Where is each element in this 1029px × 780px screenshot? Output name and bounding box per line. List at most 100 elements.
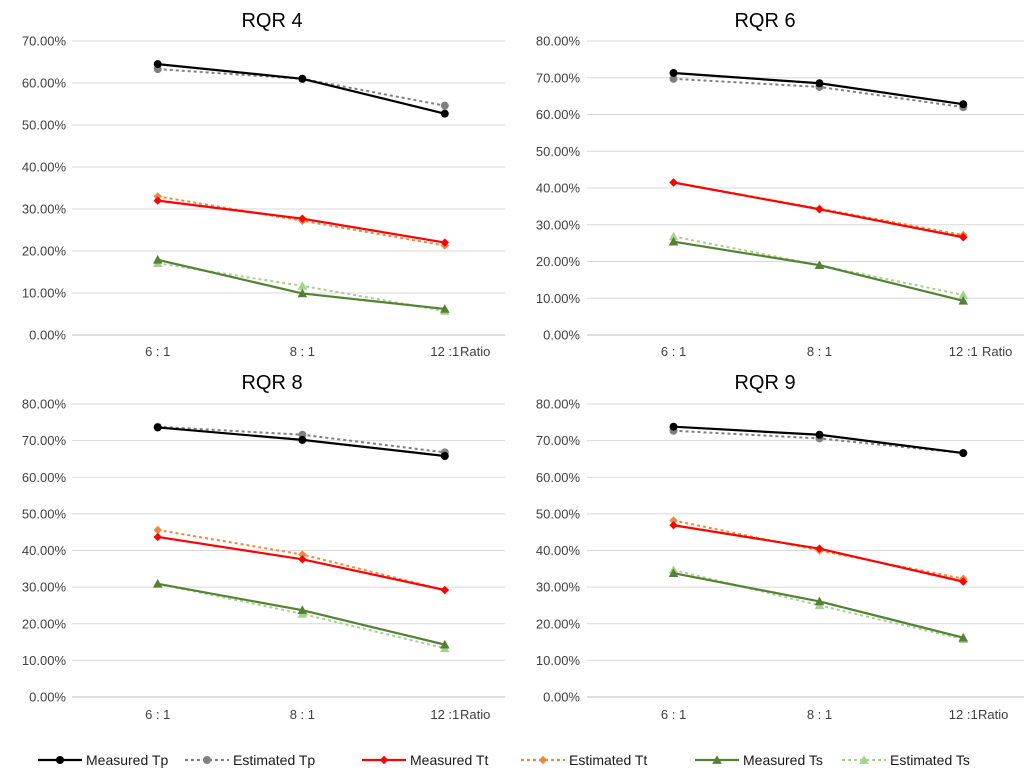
- y-tick-label: 0.00%: [29, 690, 66, 705]
- y-tick-label: 70.00%: [536, 70, 581, 85]
- chart-title: RQR 4: [241, 10, 302, 32]
- data-point: [153, 532, 162, 542]
- series-measured-tt: [669, 521, 968, 586]
- x-tick-label: 8 : 1: [807, 707, 832, 722]
- legend-item-estimated-tt: Estimated Tt: [521, 752, 647, 768]
- data-point: [440, 585, 450, 595]
- data-point: [815, 544, 824, 553]
- data-point: [152, 255, 163, 264]
- y-tick-label: 50.00%: [22, 118, 67, 133]
- y-tick-label: 40.00%: [22, 543, 67, 558]
- legend-label: Measured Tt: [410, 752, 488, 768]
- x-tick-label: 12 :1: [430, 344, 459, 359]
- data-point: [440, 639, 450, 649]
- series-measured-tp: [669, 68, 968, 109]
- data-point: [959, 449, 968, 458]
- data-point: [815, 205, 824, 214]
- series-line: [157, 535, 446, 592]
- legend-item-measured-ts: Measured Ts: [695, 752, 823, 768]
- y-tick-label: 20.00%: [22, 244, 67, 259]
- y-tick-label: 10.00%: [22, 286, 67, 301]
- y-tick-label: 0.00%: [543, 690, 580, 705]
- y-tick-label: 80.00%: [536, 34, 581, 49]
- y-tick-label: 10.00%: [536, 653, 581, 668]
- data-point: [298, 435, 307, 444]
- data-point: [669, 422, 678, 431]
- y-tick-label: 50.00%: [536, 506, 581, 521]
- data-point: [958, 290, 969, 299]
- legend-marker: [203, 756, 211, 764]
- data-point: [669, 178, 678, 187]
- data-point: [298, 555, 307, 564]
- data-point: [440, 304, 450, 313]
- data-point: [959, 577, 968, 586]
- y-tick-label: 20.00%: [536, 616, 581, 631]
- series-measured-tt: [153, 532, 450, 595]
- data-point: [440, 238, 450, 247]
- data-point: [297, 605, 308, 615]
- data-point: [440, 452, 449, 461]
- legend-marker: [56, 756, 64, 764]
- x-tick-label: 8 : 1: [290, 344, 315, 359]
- y-tick-label: 30.00%: [536, 580, 581, 595]
- y-tick-label: 0.00%: [543, 328, 580, 343]
- data-point: [298, 74, 307, 83]
- series-line: [673, 235, 964, 296]
- series-measured-tp: [153, 423, 449, 461]
- x-tick-label: 6 : 1: [145, 344, 170, 359]
- data-point: [669, 521, 678, 530]
- y-tick-label: 60.00%: [22, 470, 67, 485]
- data-point: [153, 423, 162, 432]
- y-tick-label: 40.00%: [536, 543, 581, 558]
- data-point: [298, 214, 307, 223]
- data-point: [668, 236, 679, 246]
- y-tick-label: 60.00%: [536, 107, 581, 122]
- x-axis-label: Ratio: [982, 344, 1012, 359]
- legend-label: Estimated Tt: [569, 752, 647, 768]
- y-tick-label: 60.00%: [22, 76, 67, 91]
- y-tick-label: 70.00%: [536, 433, 581, 448]
- y-tick-label: 30.00%: [22, 580, 67, 595]
- series-estimated-ts: [152, 258, 450, 315]
- chart-panels: RQR 4 0.00% 10.00% 20.00% 30.00% 40.00% 50.00%…: [22, 10, 1024, 722]
- data-point: [669, 516, 678, 525]
- legend-label: Measured Tp: [86, 752, 168, 768]
- data-point: [153, 60, 162, 69]
- legend-label: Measured Ts: [743, 752, 823, 768]
- data-point: [440, 109, 449, 118]
- x-tick-label: 12 :1: [430, 707, 459, 722]
- legend-item-estimated-ts: Estimated Ts: [842, 752, 970, 768]
- series-measured-ts: [668, 568, 969, 642]
- series-measured-ts: [668, 236, 969, 305]
- legend: Measured Tp Estimated Tp Measured Tt Estima…: [38, 752, 970, 768]
- y-tick-label: 80.00%: [536, 397, 581, 412]
- data-point: [958, 296, 969, 305]
- y-tick-label: 10.00%: [22, 653, 67, 668]
- y-tick-label: 10.00%: [536, 291, 581, 306]
- x-axis-label: Ratio: [460, 344, 490, 359]
- x-axis-label: Ratio: [460, 707, 490, 722]
- data-point: [958, 632, 969, 642]
- y-tick-label: 50.00%: [536, 144, 581, 159]
- y-tick-label: 30.00%: [536, 217, 581, 232]
- legend-label: Estimated Ts: [890, 752, 970, 768]
- data-point: [440, 101, 449, 110]
- series-measured-ts: [152, 579, 450, 649]
- legend-marker: [859, 755, 869, 764]
- data-point: [297, 288, 308, 298]
- data-point: [814, 596, 825, 606]
- y-tick-label: 70.00%: [22, 433, 67, 448]
- chart-title: RQR 8: [241, 372, 302, 394]
- y-tick-label: 40.00%: [22, 160, 67, 175]
- y-tick-label: 0.00%: [29, 328, 66, 343]
- chart-panel-rqr-4: RQR 4 0.00% 10.00% 20.00% 30.00% 40.00% 50.00%…: [22, 10, 505, 359]
- y-tick-label: 20.00%: [536, 254, 581, 269]
- data-point: [669, 68, 678, 77]
- chart-panel-rqr-8: RQR 8 0.00% 10.00% 20.00% 30.00% 40.00% 50.00%…: [22, 372, 505, 722]
- y-tick-label: 30.00%: [22, 202, 67, 217]
- legend-label: Estimated Tp: [233, 752, 315, 768]
- data-point: [153, 525, 162, 535]
- x-tick-label: 6 : 1: [145, 707, 170, 722]
- data-point: [815, 79, 824, 88]
- chart-title: RQR 9: [734, 372, 795, 394]
